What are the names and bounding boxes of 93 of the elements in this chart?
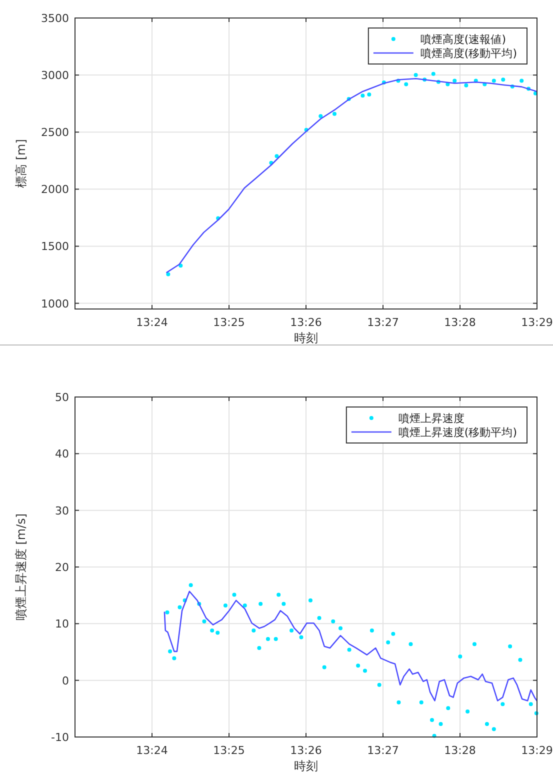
x-tick-label: 13:28 [444,744,476,757]
x-axis-title: 時刻 [294,759,318,773]
point [274,636,278,641]
point [252,628,256,632]
point [518,658,522,662]
point [223,604,228,608]
point [266,636,270,641]
y-tick-label: 2500 [41,126,69,140]
legend-label: 噴煙高度(移動平均) [420,47,517,60]
point [318,114,323,118]
point [338,626,343,630]
x-tick-label: 13:26 [290,316,322,329]
point [242,604,247,608]
point [492,727,496,732]
y-tick-label: 3000 [41,69,69,82]
point [308,598,312,602]
y-axis-title: 標高 [m] [14,139,28,188]
point [172,656,176,660]
point [464,83,468,88]
y-tick-label: 40 [55,448,69,461]
point [178,605,182,610]
y-tick-label: 0 [62,674,69,688]
y-tick-label: 30 [55,504,69,518]
x-tick-label: 13:27 [367,744,399,757]
y-tick-label: 1000 [41,297,69,310]
point [322,665,326,670]
x-axis-title: 時刻 [294,331,318,345]
y-tick-label: 1500 [41,240,69,254]
x-tick-label: 13:28 [444,316,476,329]
point [492,78,496,83]
point [216,630,220,635]
point [377,682,382,687]
x-tick-label: 13:29 [521,744,553,757]
point [386,640,390,644]
point [317,616,322,620]
point [391,632,396,636]
point [484,722,489,726]
point [274,154,279,158]
point [419,700,424,704]
point [332,112,337,116]
y-tick-label: 10 [55,618,69,631]
point [430,718,434,722]
y-tick-label: 2000 [41,183,69,196]
point [452,78,457,83]
point [168,649,172,654]
x-tick-label: 13:29 [521,316,553,329]
point [466,710,470,714]
x-tick-label: 13:24 [136,744,168,757]
point [431,72,436,76]
point [528,702,533,706]
legend-label: 噴煙上昇速度(移動平均) [398,426,517,439]
point [282,602,286,606]
point [257,646,262,650]
point [290,628,294,632]
y-tick-label: 20 [55,561,69,574]
legend-label: 噴煙上昇速度 [398,412,464,425]
y-tick-label: 3500 [41,12,69,25]
point [362,668,367,673]
point [396,700,401,704]
point [404,82,408,86]
point [188,583,193,588]
x-tick-label: 13:25 [213,744,245,757]
point [408,642,413,646]
x-tick-label: 13:24 [136,316,168,329]
point [299,635,304,640]
y-tick-label: -10 [51,731,69,744]
point [331,619,336,624]
point [202,619,206,624]
point [414,73,418,78]
point [356,664,360,668]
point [276,592,281,597]
point [370,628,374,632]
x-tick-label: 13:26 [290,744,322,757]
point [520,78,524,83]
point [446,706,450,710]
point [458,654,462,659]
point [367,92,372,96]
y-tick-label: 50 [55,391,69,404]
point [360,94,365,98]
x-tick-label: 13:25 [213,316,245,329]
point [500,702,505,706]
x-tick-label: 13:27 [367,316,399,329]
point [508,644,512,648]
point [165,610,170,614]
point [347,648,352,652]
point [258,602,263,606]
point [232,592,236,597]
point [501,78,506,82]
y-axis-title: 噴煙上昇速度 [m/s] [14,513,28,621]
legend-label: 噴煙高度(速報値) [420,33,506,46]
point [210,628,214,632]
point [438,722,443,726]
point [472,642,476,646]
